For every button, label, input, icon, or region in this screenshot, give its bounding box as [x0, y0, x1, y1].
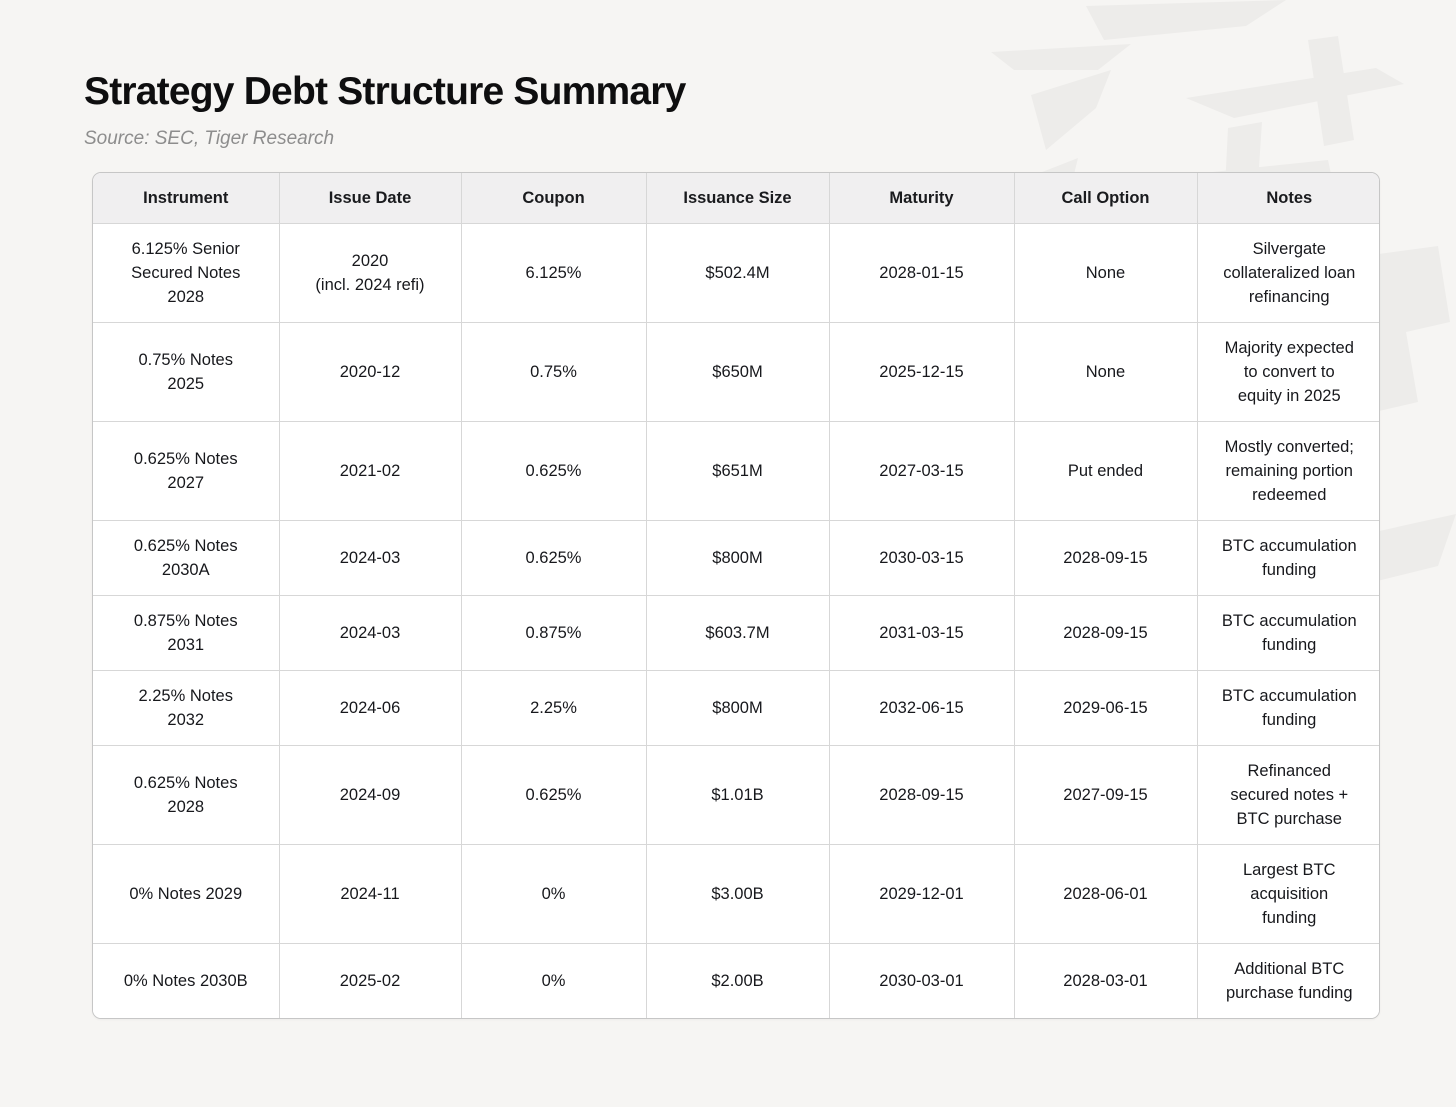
- cell-issue-date: 2024-03: [278, 595, 462, 671]
- cell-issue-date: 2024-11: [278, 844, 462, 944]
- cell-maturity: 2027-03-15: [828, 421, 1015, 521]
- column-header-coupon: Coupon: [460, 173, 647, 224]
- cell-coupon: 0.625%: [460, 745, 647, 845]
- cell-issue-date: 2025-02: [278, 943, 462, 1018]
- cell-call-option: 2028-03-01: [1013, 943, 1198, 1018]
- cell-issuance-size: $2.00B: [645, 943, 830, 1018]
- cell-call-option: None: [1013, 223, 1198, 323]
- cell-instrument: 0% Notes 2030B: [93, 943, 280, 1018]
- source-caption: Source: SEC, Tiger Research: [84, 128, 335, 149]
- cell-maturity: 2028-01-15: [828, 223, 1015, 323]
- table-row: 0.625% Notes 2028 2024-09 0.625% $1.01B 2028…: [93, 745, 1379, 845]
- cell-notes: Silvergate collateralized loan refinanci…: [1196, 223, 1379, 323]
- cell-notes: BTC accumulation funding: [1196, 595, 1379, 671]
- debt-structure-table-container: Instrument Issue Date Coupon Issuance Size M…: [92, 172, 1380, 1019]
- cell-issuance-size: $800M: [645, 670, 830, 746]
- cell-instrument: 0.875% Notes 2031: [93, 595, 280, 671]
- cell-instrument: 0% Notes 2029: [93, 844, 280, 944]
- cell-notes: BTC accumulation funding: [1196, 520, 1379, 596]
- cell-issue-date: 2020 (incl. 2024 refi): [278, 223, 462, 323]
- cell-issuance-size: $1.01B: [645, 745, 830, 845]
- column-header-issuance-size: Issuance Size: [645, 173, 830, 224]
- cell-issue-date: 2024-06: [278, 670, 462, 746]
- cell-notes: Majority expected to convert to equity i…: [1196, 322, 1379, 422]
- cell-call-option: 2028-06-01: [1013, 844, 1198, 944]
- table-row: 0% Notes 2029 2024-11 0% $3.00B 2029-12-01 20…: [93, 844, 1379, 944]
- table-row: 0.625% Notes 2027 2021-02 0.625% $651M 2027-…: [93, 421, 1379, 521]
- cell-call-option: 2028-09-15: [1013, 520, 1198, 596]
- cell-instrument: 0.75% Notes 2025: [93, 322, 280, 422]
- cell-coupon: 0.625%: [460, 421, 647, 521]
- cell-instrument: 0.625% Notes 2028: [93, 745, 280, 845]
- cell-issuance-size: $800M: [645, 520, 830, 596]
- cell-maturity: 2031-03-15: [828, 595, 1015, 671]
- column-header-maturity: Maturity: [828, 173, 1015, 224]
- column-header-instrument: Instrument: [93, 173, 280, 224]
- cell-maturity: 2028-09-15: [828, 745, 1015, 845]
- cell-issue-date: 2020-12: [278, 322, 462, 422]
- debt-structure-table: Instrument Issue Date Coupon Issuance Size M…: [93, 173, 1379, 1018]
- table-row: 0.625% Notes 2030A 2024-03 0.625% $800M 2030…: [93, 520, 1379, 596]
- cell-maturity: 2030-03-15: [828, 520, 1015, 596]
- cell-issuance-size: $651M: [645, 421, 830, 521]
- column-header-issue-date: Issue Date: [278, 173, 462, 224]
- cell-maturity: 2025-12-15: [828, 322, 1015, 422]
- table-row: 0.875% Notes 2031 2024-03 0.875% $603.7M 203…: [93, 595, 1379, 671]
- cell-coupon: 6.125%: [460, 223, 647, 323]
- cell-maturity: 2032-06-15: [828, 670, 1015, 746]
- page-title: Strategy Debt Structure Summary: [84, 70, 686, 113]
- cell-notes: BTC accumulation funding: [1196, 670, 1379, 746]
- cell-coupon: 0.625%: [460, 520, 647, 596]
- cell-instrument: 6.125% Senior Secured Notes 2028: [93, 223, 280, 323]
- cell-coupon: 0%: [460, 844, 647, 944]
- table-body: 6.125% Senior Secured Notes 2028 2020 (in…: [93, 223, 1379, 1018]
- cell-instrument: 0.625% Notes 2030A: [93, 520, 280, 596]
- cell-call-option: 2028-09-15: [1013, 595, 1198, 671]
- cell-coupon: 0%: [460, 943, 647, 1018]
- cell-call-option: Put ended: [1013, 421, 1198, 521]
- cell-issue-date: 2021-02: [278, 421, 462, 521]
- cell-maturity: 2030-03-01: [828, 943, 1015, 1018]
- cell-notes: Largest BTC acquisition funding: [1196, 844, 1379, 944]
- cell-coupon: 0.75%: [460, 322, 647, 422]
- cell-issue-date: 2024-03: [278, 520, 462, 596]
- cell-issue-date: 2024-09: [278, 745, 462, 845]
- cell-issuance-size: $603.7M: [645, 595, 830, 671]
- cell-maturity: 2029-12-01: [828, 844, 1015, 944]
- cell-issuance-size: $3.00B: [645, 844, 830, 944]
- cell-issuance-size: $502.4M: [645, 223, 830, 323]
- cell-notes: Additional BTC purchase funding: [1196, 943, 1379, 1018]
- column-header-call-option: Call Option: [1013, 173, 1198, 224]
- table-row: 6.125% Senior Secured Notes 2028 2020 (in…: [93, 223, 1379, 323]
- table-header-row: Instrument Issue Date Coupon Issuance Size M…: [93, 173, 1379, 224]
- cell-instrument: 2.25% Notes 2032: [93, 670, 280, 746]
- cell-coupon: 0.875%: [460, 595, 647, 671]
- cell-notes: Refinanced secured notes + BTC purchase: [1196, 745, 1379, 845]
- table-row: 2.25% Notes 2032 2024-06 2.25% $800M 2032-06…: [93, 670, 1379, 746]
- cell-notes: Mostly converted; remaining portion rede…: [1196, 421, 1379, 521]
- cell-call-option: None: [1013, 322, 1198, 422]
- cell-instrument: 0.625% Notes 2027: [93, 421, 280, 521]
- table-row: 0% Notes 2030B 2025-02 0% $2.00B 2030-03-01 2…: [93, 943, 1379, 1018]
- cell-coupon: 2.25%: [460, 670, 647, 746]
- page: Strategy Debt Structure Summary Source: …: [84, 70, 1380, 1019]
- cell-call-option: 2029-06-15: [1013, 670, 1198, 746]
- cell-issuance-size: $650M: [645, 322, 830, 422]
- cell-call-option: 2027-09-15: [1013, 745, 1198, 845]
- column-header-notes: Notes: [1196, 173, 1379, 224]
- table-row: 0.75% Notes 2025 2020-12 0.75% $650M 2025-12…: [93, 322, 1379, 422]
